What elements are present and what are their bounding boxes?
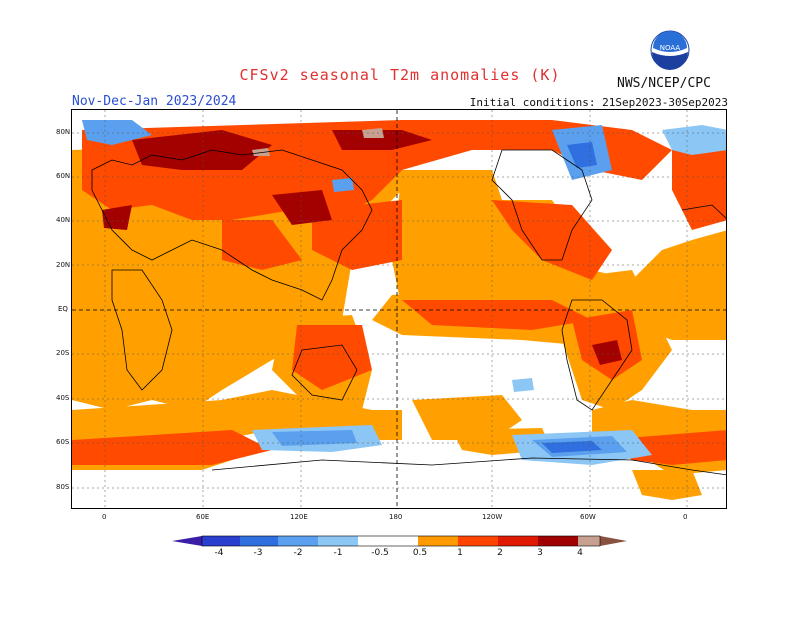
- lon-label: 0: [683, 513, 688, 521]
- lon-label: 180: [389, 513, 403, 521]
- colorbar-swatch: [458, 536, 498, 546]
- anomaly-map: [71, 109, 727, 509]
- agency-label: NWS/NCEP/CPC: [617, 76, 711, 91]
- chart-title: CFSv2 seasonal T2m anomalies (K): [239, 66, 561, 84]
- lon-label: 0: [102, 513, 107, 521]
- lat-label: 40N: [56, 216, 71, 224]
- colorbar-swatch: [418, 536, 458, 546]
- colorbar-label: 1: [457, 548, 463, 558]
- colorbar-arrow-left: [172, 536, 202, 546]
- lat-label: EQ: [58, 305, 68, 313]
- colorbar-swatch: [318, 536, 358, 546]
- initial-conditions-label: Initial conditions: 21Sep2023-30Sep2023: [469, 96, 728, 109]
- lat-label: 80N: [56, 128, 71, 136]
- colorbar-label: -3: [253, 548, 263, 558]
- lat-label: 20N: [56, 261, 71, 269]
- colorbar-swatch: [578, 536, 600, 546]
- noaa-logo-icon: NOAA: [650, 30, 690, 70]
- colorbar-label: -1: [333, 548, 343, 558]
- lat-label: 80S: [56, 483, 70, 491]
- lon-label: 60E: [196, 513, 210, 521]
- warm-strong-regions: [102, 130, 622, 365]
- lat-label: 20S: [56, 349, 70, 357]
- colorbar-label: 3: [537, 548, 543, 558]
- lat-label: 40S: [56, 394, 70, 402]
- colorbar-label: -4: [214, 548, 224, 558]
- lon-label: 120E: [290, 513, 308, 521]
- equator-dateline: [72, 110, 726, 508]
- cold-regions: [82, 120, 726, 465]
- colorbar-swatch: [278, 536, 318, 546]
- lon-label: 60W: [580, 513, 596, 521]
- season-label: Nov-Dec-Jan 2023/2024: [72, 94, 237, 109]
- logo-text: NOAA: [660, 44, 681, 52]
- colorbar-swatch: [240, 536, 278, 546]
- colorbar-arrow-right: [600, 536, 627, 546]
- colorbar-swatch: [538, 536, 578, 546]
- colorbar-label: 4: [577, 548, 583, 558]
- colorbar: [172, 535, 627, 547]
- colorbar-label: -2: [293, 548, 303, 558]
- lon-label: 120W: [482, 513, 503, 521]
- colorbar-swatch: [202, 536, 240, 546]
- colorbar-label: -0.5: [371, 548, 389, 558]
- colorbar-label: 0.5: [412, 548, 428, 558]
- lat-label: 60N: [56, 172, 71, 180]
- colorbar-swatch: [358, 536, 418, 546]
- colorbar-label: 2: [497, 548, 503, 558]
- lat-label: 60S: [56, 438, 70, 446]
- colorbar-swatch: [498, 536, 538, 546]
